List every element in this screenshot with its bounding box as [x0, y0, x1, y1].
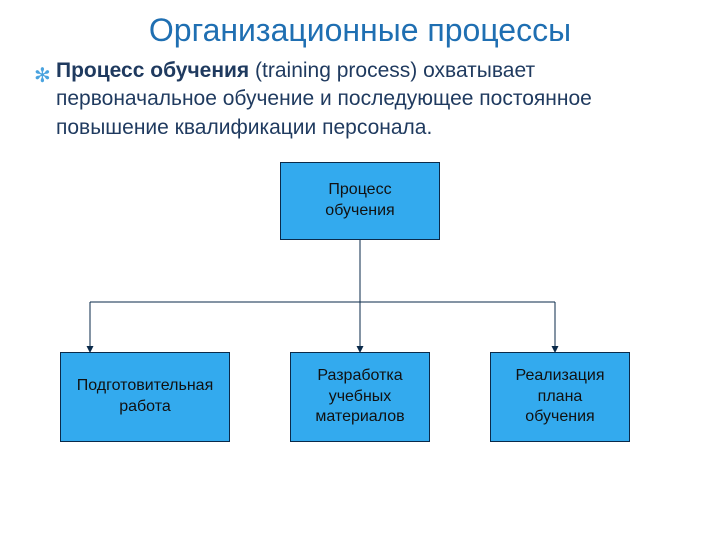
- bullet-icon: ✻: [34, 63, 51, 90]
- description-bold: Процесс обучения: [56, 59, 249, 82]
- node-c2: Разработкаучебныхматериалов: [290, 352, 430, 442]
- node-c1: Подготовительнаяработа: [60, 352, 230, 442]
- org-tree-diagram: Процессобучения Подготовительнаяработа Раз…: [0, 152, 720, 512]
- slide-title: Организационные процессы: [0, 0, 720, 49]
- node-c3: Реализацияпланаобучения: [490, 352, 630, 442]
- description-block: ✻ Процесс обучения (training process) ох…: [0, 49, 720, 142]
- node-root: Процессобучения: [280, 162, 440, 240]
- description-text: Процесс обучения (training process) охва…: [56, 57, 680, 142]
